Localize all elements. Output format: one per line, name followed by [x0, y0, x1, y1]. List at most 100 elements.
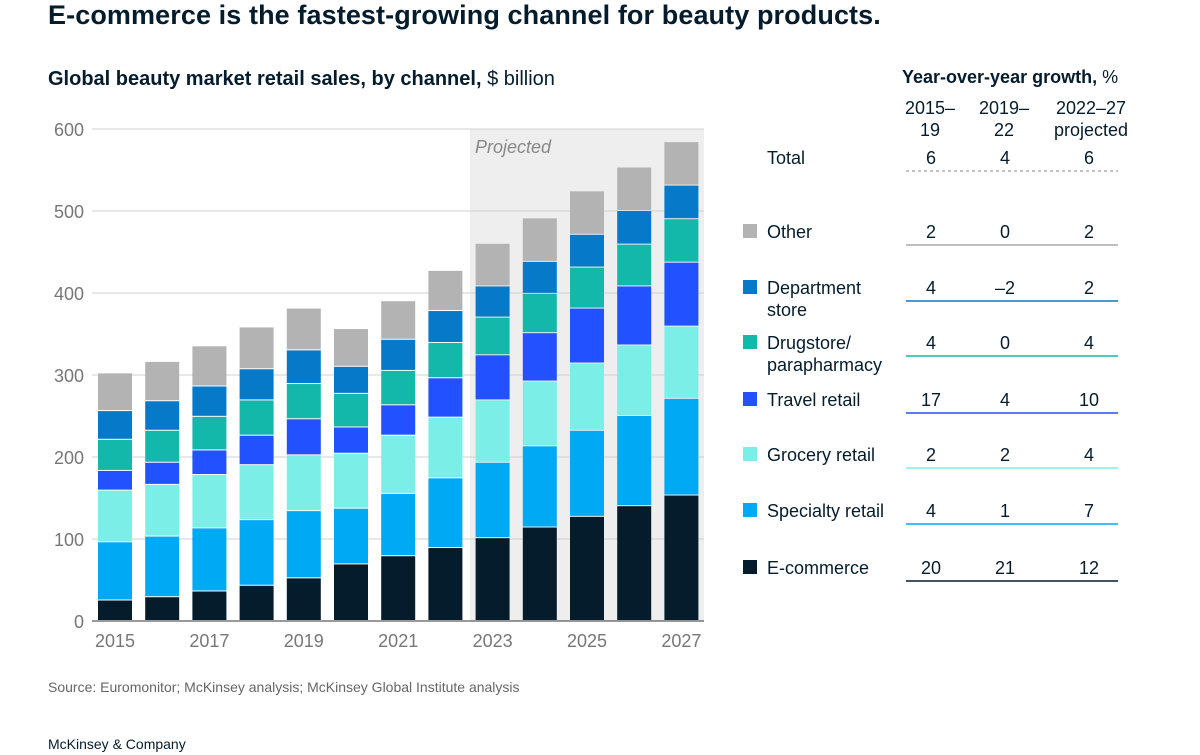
- bar-segment: [664, 219, 699, 262]
- legend-swatch: [743, 392, 757, 406]
- bar-segment: [475, 286, 510, 317]
- bar-segment: [286, 578, 321, 620]
- growth-value: 4: [926, 501, 936, 521]
- source-note: Source: Euromonitor; McKinsey analysis; …: [48, 679, 520, 695]
- bar-segment: [192, 450, 227, 475]
- company-footer: McKinsey & Company: [48, 736, 186, 752]
- legend-label: Specialty retail: [767, 501, 884, 521]
- y-tick-label: 0: [74, 612, 84, 632]
- legend-label: Grocery retail: [767, 445, 875, 465]
- bar-segment: [570, 267, 604, 308]
- bar-segment: [145, 361, 180, 401]
- bar-segment: [145, 484, 180, 536]
- bar-segment: [145, 401, 180, 430]
- bar-segment: [617, 244, 652, 286]
- bar-segment: [381, 370, 416, 405]
- growth-value: 12: [1079, 558, 1099, 578]
- bar-segment: [428, 417, 463, 478]
- x-tick-label: 2021: [378, 631, 418, 651]
- bar-segment: [475, 355, 510, 400]
- y-tick-label: 100: [54, 530, 84, 550]
- bar-segment: [381, 405, 416, 435]
- bar-segment: [475, 400, 510, 462]
- growth-value: 4: [1084, 333, 1094, 353]
- growth-value: 0: [1000, 333, 1010, 353]
- growth-col-2015-19: 2015– 19: [904, 98, 956, 140]
- growth-value: 10: [1079, 390, 1099, 410]
- legend-label: E-commerce: [767, 558, 869, 578]
- bar-segment: [334, 393, 368, 427]
- growth-value: 2: [926, 222, 936, 242]
- bar-segment: [98, 411, 132, 439]
- growth-value: 4: [926, 333, 936, 353]
- bar-segment: [239, 585, 274, 620]
- bar-segment: [192, 591, 227, 620]
- growth-col-2019-22: 2019– 22: [978, 98, 1030, 140]
- y-tick-label: 400: [54, 284, 84, 304]
- bar-segment: [239, 400, 274, 435]
- legend-label: Drugstore/parapharmacy: [767, 333, 882, 375]
- x-tick-label: 2019: [284, 631, 324, 651]
- bar-segment: [98, 490, 132, 542]
- bar-segment: [145, 462, 180, 484]
- bar-segment: [428, 343, 463, 378]
- bar-segment: [98, 470, 132, 490]
- projected-label: Projected: [475, 137, 552, 157]
- x-tick-label: 2027: [661, 631, 701, 651]
- subtitle-unit: $ billion: [481, 68, 555, 90]
- bar-segment: [617, 167, 652, 210]
- total-label: Total: [767, 148, 805, 168]
- bar-segment: [381, 493, 416, 556]
- legend-label: Other: [767, 222, 812, 242]
- legend-swatch: [743, 503, 757, 517]
- growth-value: 2: [1084, 222, 1094, 242]
- y-tick-label: 500: [54, 202, 84, 222]
- bar-segment: [664, 495, 699, 620]
- legend-swatch: [743, 224, 757, 238]
- legend-swatch: [743, 335, 757, 349]
- y-tick-label: 300: [54, 366, 84, 386]
- bar-segment: [334, 427, 368, 453]
- bar-segment: [428, 378, 463, 417]
- bar-segment: [617, 211, 652, 244]
- bar-segment: [617, 345, 652, 415]
- x-tick-label: 2023: [473, 631, 513, 651]
- chart-subtitle: Global beauty market retail sales, by ch…: [48, 68, 555, 91]
- bar-segment: [475, 538, 510, 620]
- y-tick-label: 200: [54, 448, 84, 468]
- growth-value: 0: [1000, 222, 1010, 242]
- growth-value: 4: [1000, 390, 1010, 410]
- bar-segment: [286, 308, 321, 350]
- bar-segment: [570, 430, 604, 516]
- bar-segment: [239, 435, 274, 465]
- bar-segment: [664, 262, 699, 326]
- bar-segment: [522, 333, 557, 381]
- growth-value: 1: [1000, 501, 1010, 521]
- bar-segment: [334, 453, 368, 508]
- total-value: 6: [926, 148, 936, 168]
- growth-value: 4: [1084, 445, 1094, 465]
- bar-segment: [475, 462, 510, 538]
- bar-segment: [570, 516, 604, 620]
- growth-table-title: Year-over-year growth, %: [902, 67, 1118, 88]
- bar-segment: [428, 311, 463, 343]
- x-tick-label: 2017: [189, 631, 229, 651]
- bar-segment: [192, 346, 227, 386]
- bar-segment: [239, 520, 274, 585]
- headline: E-commerce is the fastest-growing channe…: [48, 0, 881, 30]
- bar-segment: [334, 366, 368, 393]
- bar-segment: [664, 326, 699, 398]
- bar-segment: [334, 508, 368, 564]
- bar-segment: [522, 381, 557, 446]
- bar-segment: [522, 261, 557, 293]
- growth-value: 4: [926, 278, 936, 298]
- bar-segment: [145, 597, 180, 620]
- bar-segment: [286, 384, 321, 419]
- bar-segment: [286, 455, 321, 511]
- subtitle-main: Global beauty market retail sales, by ch…: [48, 68, 482, 90]
- bar-segment: [475, 317, 510, 355]
- bar-segment: [192, 528, 227, 591]
- growth-value: 2: [1000, 445, 1010, 465]
- bar-segment: [475, 243, 510, 286]
- bar-segment: [286, 419, 321, 455]
